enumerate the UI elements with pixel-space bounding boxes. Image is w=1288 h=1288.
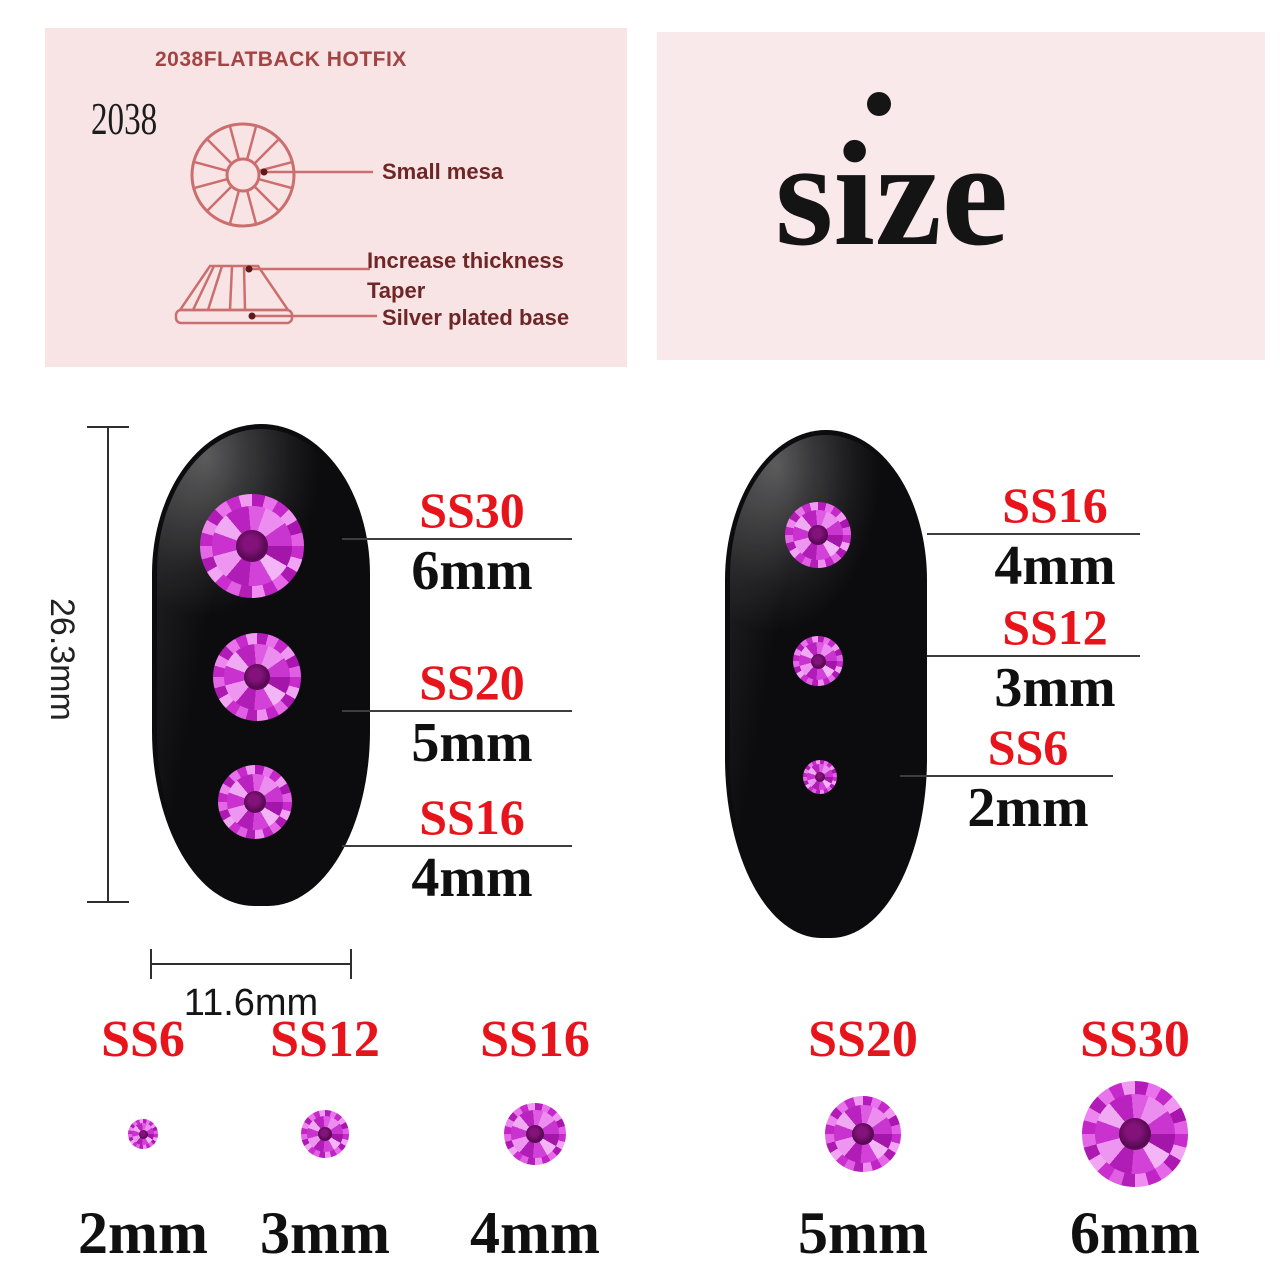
mm-label: 5mm	[411, 712, 533, 774]
ss-label: SS6	[101, 1011, 185, 1068]
rhinestone-ss12	[793, 636, 843, 686]
leader-line	[927, 655, 1140, 657]
size-chart-item-ss16: SS16 4mm	[435, 1012, 635, 1276]
leader-line	[342, 538, 572, 540]
callout-increase-thickness: Increase thickness	[367, 248, 564, 273]
size-chart-item-ss12: SS12 3mm	[225, 1012, 425, 1276]
spec-header: 2038FLATBACK HOTFIX	[155, 48, 407, 71]
rhinestone-ss16-right	[785, 502, 851, 568]
mm-label: 6mm	[411, 540, 533, 602]
rhinestone-6mm	[1082, 1081, 1188, 1187]
callout-group-ss30: SS30 6mm	[342, 484, 572, 604]
nail-width-label: 11.6mm	[183, 982, 319, 1024]
leader-line	[927, 533, 1140, 535]
mm-label: 6mm	[1070, 1200, 1200, 1266]
mm-label: 5mm	[798, 1200, 928, 1266]
size-chart-item-ss30: SS30 6mm	[1035, 1012, 1235, 1276]
callout-taper: Taper	[367, 278, 426, 303]
callout-group-ss6: SS6 2mm	[900, 721, 1113, 841]
mm-label: 3mm	[994, 657, 1116, 719]
size-title-panel: size	[657, 32, 1265, 360]
width-dimension-line	[150, 949, 352, 979]
height-dimension-line	[87, 426, 129, 903]
nail-height-label: 26.3mm	[43, 598, 81, 721]
mm-label: 4mm	[994, 535, 1116, 597]
rhinestone-diagram	[174, 122, 377, 325]
ss-label: SS30	[419, 482, 525, 538]
ss-label: SS16	[419, 789, 525, 845]
mm-label: 2mm	[967, 777, 1089, 839]
model-number: 2038	[91, 93, 158, 144]
leader-line	[342, 845, 572, 847]
ss-label: SS16	[480, 1011, 590, 1068]
mm-label: 4mm	[411, 847, 533, 909]
callout-group-ss16-left: SS16 4mm	[342, 791, 572, 911]
callout-silver-base: Silver plated base	[382, 305, 570, 330]
ss-label: SS12	[1002, 599, 1108, 655]
rhinestone-2mm	[128, 1119, 158, 1149]
mm-label: 2mm	[78, 1200, 208, 1266]
leader-line	[900, 775, 1113, 777]
rhinestone-ss6	[803, 760, 837, 794]
rhinestone-ss20	[213, 633, 301, 721]
rhinestone-ss16	[218, 765, 292, 839]
callout-group-ss20: SS20 5mm	[342, 656, 572, 776]
rhinestone-3mm	[301, 1110, 349, 1158]
spec-panel: 2038FLATBACK HOTFIX 2038 Small mesa Incr…	[45, 28, 627, 367]
ss-label: SS30	[1080, 1011, 1190, 1068]
rhinestone-ss30	[200, 494, 304, 598]
ss-label: SS16	[1002, 477, 1108, 533]
ss-label: SS12	[270, 1011, 380, 1068]
callout-group-ss16-right: SS16 4mm	[927, 479, 1140, 599]
ss-label: SS20	[808, 1011, 918, 1068]
ss-label: SS20	[419, 654, 525, 710]
size-title: size	[775, 111, 1009, 277]
rhinestone-4mm	[504, 1103, 566, 1165]
mm-label: 4mm	[470, 1200, 600, 1266]
callout-group-ss12: SS12 3mm	[927, 601, 1140, 721]
size-chart-item-ss6: SS6 2mm	[43, 1012, 243, 1276]
title-dot	[867, 92, 891, 116]
size-chart-item-ss20: SS20 5mm	[763, 1012, 963, 1276]
leader-line	[342, 710, 572, 712]
ss-label: SS6	[987, 719, 1069, 775]
mm-label: 3mm	[260, 1200, 390, 1266]
callout-small-mesa: Small mesa	[382, 159, 504, 184]
rhinestone-5mm	[825, 1096, 901, 1172]
